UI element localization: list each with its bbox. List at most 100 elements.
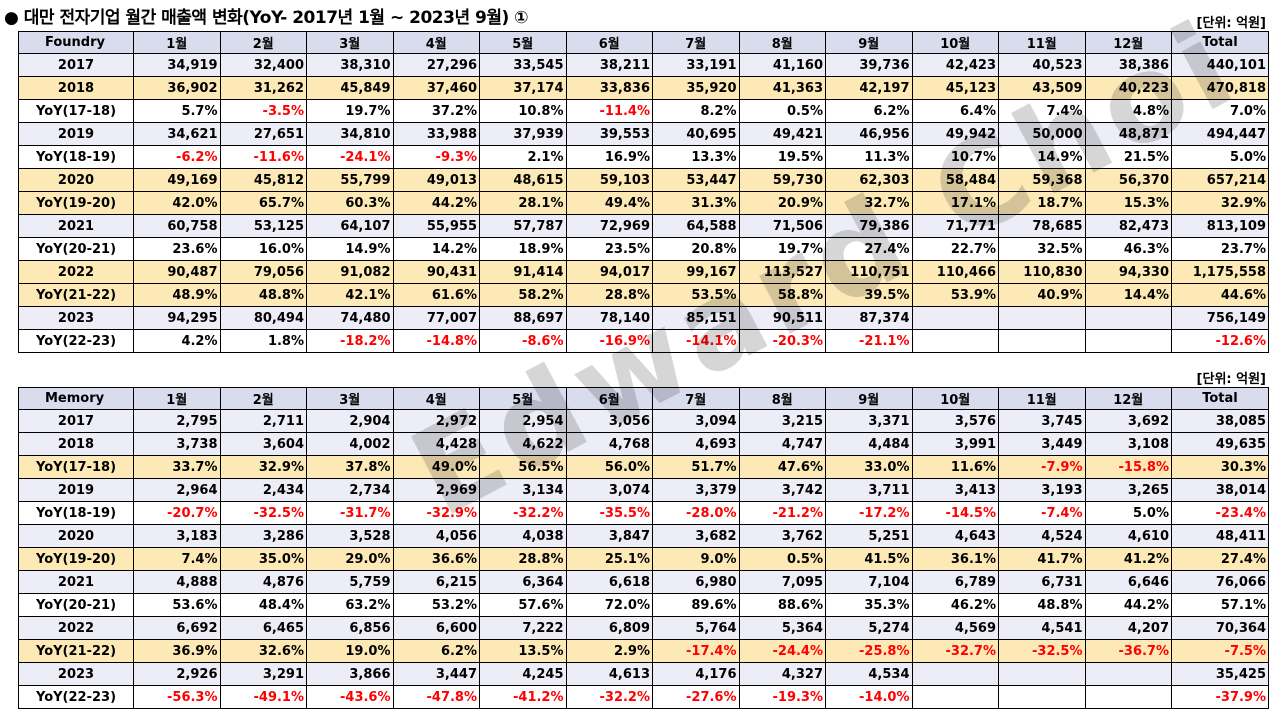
- table-cell: 36.9%: [133, 639, 221, 663]
- row-label: 2021: [18, 570, 134, 594]
- table-cell: 3,449: [998, 432, 1086, 456]
- total-cell: 32.9%: [1171, 191, 1269, 215]
- column-header: 3월: [306, 387, 394, 410]
- table-cell: 37,939: [479, 122, 567, 146]
- column-header: 8월: [738, 387, 826, 410]
- table-cell: 14.9%: [306, 237, 394, 261]
- table-cell: 20.8%: [652, 237, 740, 261]
- table-cell: [1084, 306, 1172, 330]
- table-cell: 6.2%: [392, 639, 480, 663]
- table-cell: 4,534: [825, 662, 913, 686]
- total-cell: 30.3%: [1171, 455, 1269, 479]
- table-cell: 6,731: [998, 570, 1086, 594]
- table-cell: 72,969: [565, 214, 653, 238]
- table-cell: 17.1%: [911, 191, 999, 215]
- year-row: 2018 36,902 31,262 45,849 37,460 37,174 33,836…: [18, 76, 1269, 100]
- table-cell: -21.2%: [738, 501, 826, 525]
- table-cell: 4,768: [565, 432, 653, 456]
- table-cell: 3,379: [652, 478, 740, 502]
- table-cell: 0.5%: [738, 547, 826, 571]
- year-row: 2022 90,487 79,056 91,082 90,431 91,414 94,017…: [18, 260, 1269, 284]
- table-cell: 6,618: [565, 570, 653, 594]
- table-cell: 14.9%: [998, 145, 1086, 169]
- table-cell: 80,494: [219, 306, 307, 330]
- table-cell: 6.2%: [825, 99, 913, 123]
- year-row: 2017 2,795 2,711 2,904 2,972 2,954 3,056 3,094 3…: [18, 409, 1269, 433]
- table-cell: [998, 662, 1086, 686]
- table-cell: 33,988: [392, 122, 480, 146]
- table-cell: 49,169: [133, 168, 221, 192]
- table-cell: 91,414: [479, 260, 567, 284]
- table-cell: 88.6%: [738, 593, 826, 617]
- table-cell: 3,682: [652, 524, 740, 548]
- table-cell: 53.5%: [652, 283, 740, 307]
- table-cell: 31.3%: [652, 191, 740, 215]
- table-cell: 4,610: [1084, 524, 1172, 548]
- foundry-revenue-table: Foundry 1월 2월 3월 4월 5월 6월 7월 8월 9월 10월 11월 12월 Total …: [18, 31, 1269, 353]
- table-cell: 4,613: [565, 662, 653, 686]
- row-label: YoY(21-22): [18, 639, 134, 663]
- table-cell: 91,082: [306, 260, 394, 284]
- unit-label-foundry: [단위: 억원]: [1196, 16, 1266, 31]
- total-cell: 813,109: [1171, 214, 1269, 238]
- table-cell: 11.3%: [825, 145, 913, 169]
- table-cell: 99,167: [652, 260, 740, 284]
- table-cell: 2,904: [306, 409, 394, 433]
- yoy-row: YoY(20-21) 53.6% 48.4% 63.2% 53.2% 57.6% 72.0%…: [18, 593, 1269, 617]
- row-label: YoY(19-20): [18, 547, 134, 571]
- total-cell: 38,014: [1171, 478, 1269, 502]
- table-cell: 48,615: [479, 168, 567, 192]
- table-cell: [998, 685, 1086, 709]
- table-cell: 2.9%: [565, 639, 653, 663]
- table-cell: 27.4%: [825, 237, 913, 261]
- table-cell: 41,160: [738, 53, 826, 77]
- column-header: 4월: [392, 387, 480, 410]
- table-cell: 88,697: [479, 306, 567, 330]
- table-cell: 19.7%: [306, 99, 394, 123]
- table-cell: 61.6%: [392, 283, 480, 307]
- column-header: 9월: [825, 31, 913, 54]
- total-cell: 470,818: [1171, 76, 1269, 100]
- table-cell: 2,969: [392, 478, 480, 502]
- table-cell: -25.8%: [825, 639, 913, 663]
- table-cell: 19.7%: [738, 237, 826, 261]
- table-cell: 2,954: [479, 409, 567, 433]
- table-cell: 63.2%: [306, 593, 394, 617]
- table-cell: 65.7%: [219, 191, 307, 215]
- table-cell: 77,007: [392, 306, 480, 330]
- table-cell: 4.8%: [1084, 99, 1172, 123]
- total-cell: 57.1%: [1171, 593, 1269, 617]
- row-label: 2018: [18, 432, 134, 456]
- table-cell: 53.6%: [133, 593, 221, 617]
- year-row: 2017 34,919 32,400 38,310 27,296 33,545 38,211…: [18, 53, 1269, 77]
- table-cell: 43,509: [998, 76, 1086, 100]
- table-cell: 39,553: [565, 122, 653, 146]
- table-cell: 4,038: [479, 524, 567, 548]
- total-cell: 70,364: [1171, 616, 1269, 640]
- row-label: YoY(19-20): [18, 191, 134, 215]
- table-cell: 25.1%: [565, 547, 653, 571]
- table-cell: 3,108: [1084, 432, 1172, 456]
- table-cell: -11.6%: [219, 145, 307, 169]
- table-cell: -14.1%: [652, 329, 740, 353]
- table-cell: 5,274: [825, 616, 913, 640]
- table-cell: 4,747: [738, 432, 826, 456]
- table-cell: 11.6%: [911, 455, 999, 479]
- row-label: 2018: [18, 76, 134, 100]
- table-cell: 90,487: [133, 260, 221, 284]
- year-row: 2023 2,926 3,291 3,866 3,447 4,245 4,613 4,176 4…: [18, 662, 1269, 686]
- table-cell: 33,836: [565, 76, 653, 100]
- column-header: 6월: [565, 31, 653, 54]
- table-cell: 6,364: [479, 570, 567, 594]
- table-cell: 4,876: [219, 570, 307, 594]
- column-header: 8월: [738, 31, 826, 54]
- table-cell: 45,812: [219, 168, 307, 192]
- table-cell: 32,400: [219, 53, 307, 77]
- table-cell: [911, 662, 999, 686]
- table-cell: 51.7%: [652, 455, 740, 479]
- table-cell: 49.4%: [565, 191, 653, 215]
- table-cell: [998, 329, 1086, 353]
- table-cell: 36,902: [133, 76, 221, 100]
- year-row: 2023 94,295 80,494 74,480 77,007 88,697 78,140…: [18, 306, 1269, 330]
- table-cell: 36.1%: [911, 547, 999, 571]
